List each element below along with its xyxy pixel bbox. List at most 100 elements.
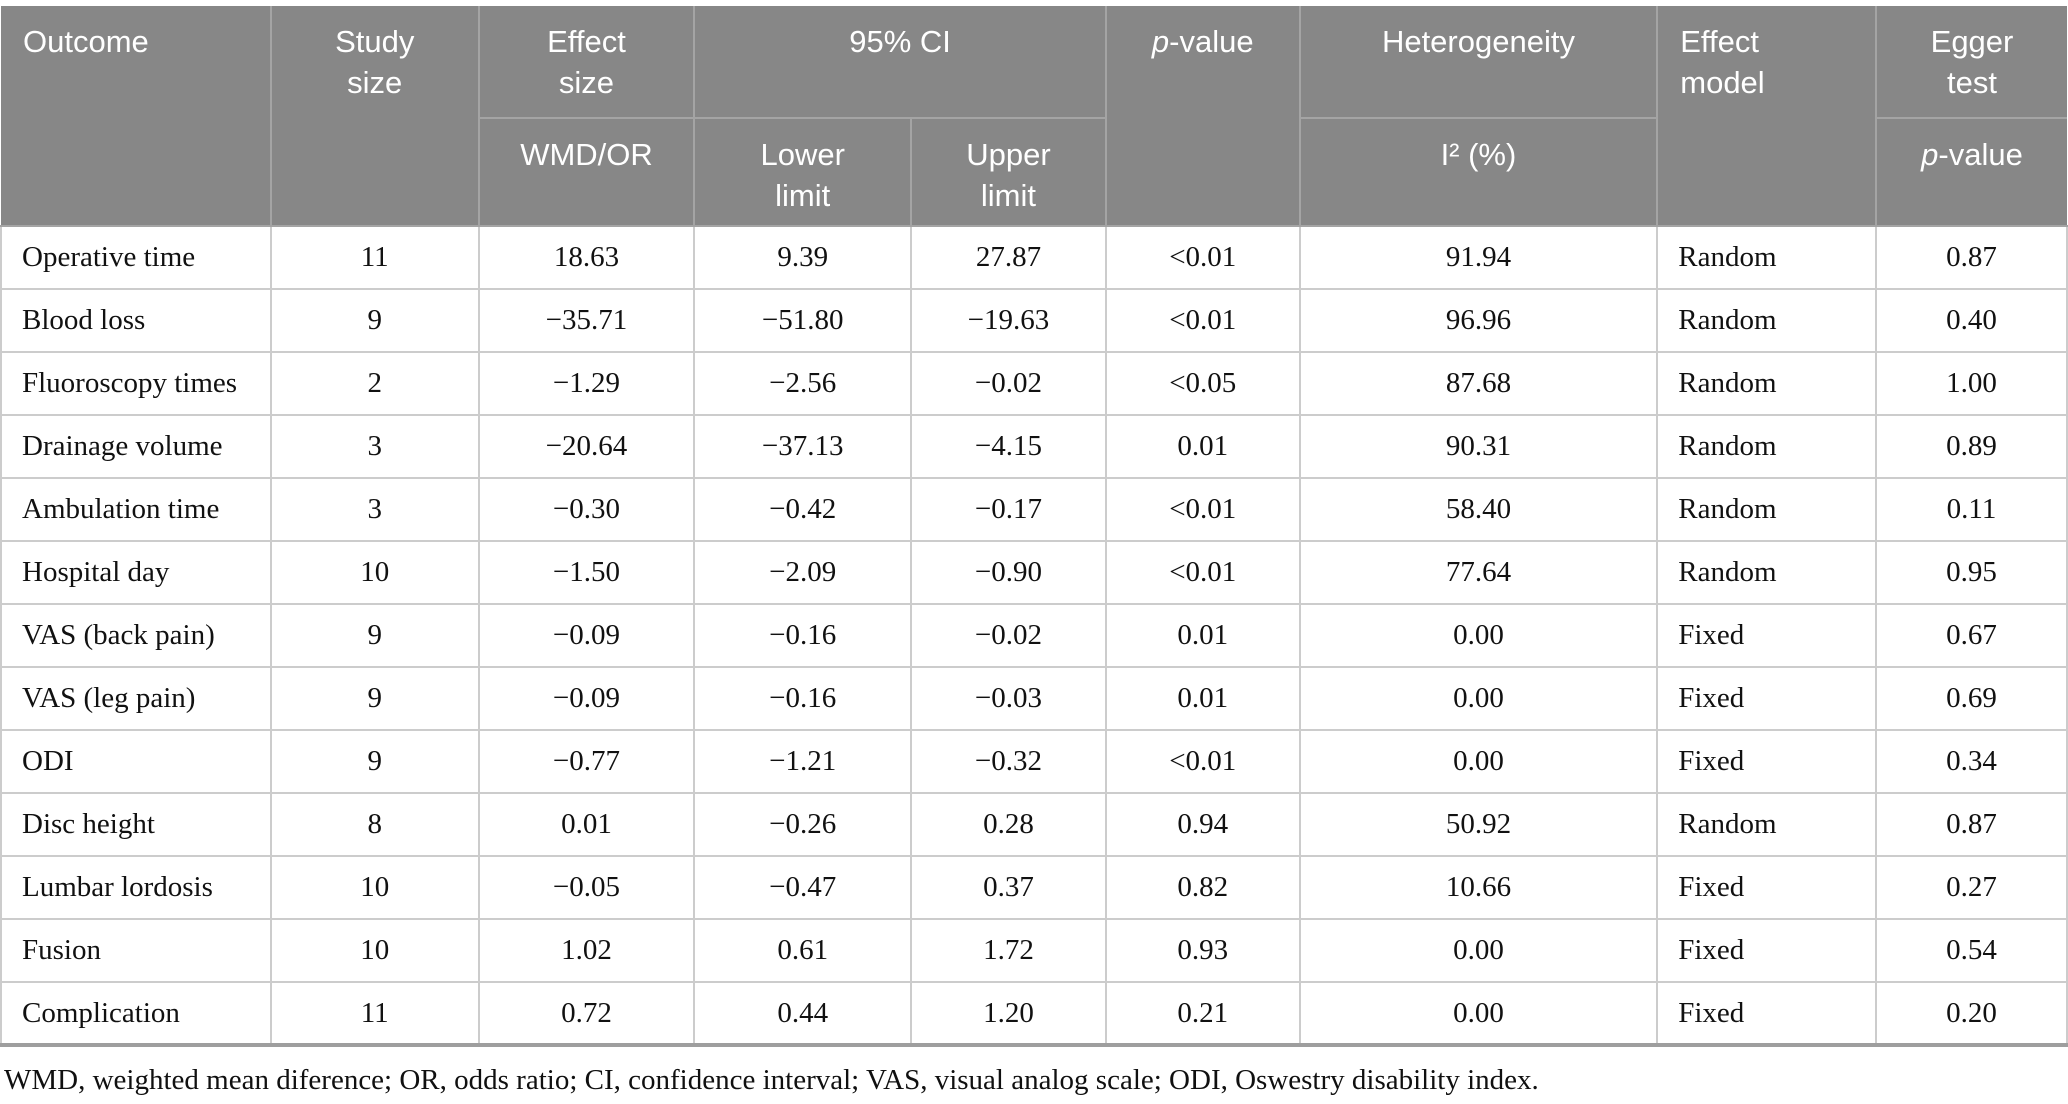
cell-lower-limit: −37.13 [693,414,913,479]
cell-outcome: ODI [0,729,272,794]
col-header-p-value: p-value [1104,6,1301,227]
cell-lower-limit: −0.42 [693,477,913,542]
cell-egger-p-value: 0.27 [1875,855,2068,920]
table-body: Operative time 11 18.63 9.39 27.87 <0.01… [0,225,2068,1047]
cell-wmd-or: 0.72 [477,981,696,1047]
cell-outcome: Drainage volume [0,414,272,479]
cell-upper-limit: −0.32 [910,729,1107,794]
cell-lower-limit: −1.21 [693,729,913,794]
table-footnote: WMD, weighted mean diference; OR, odds r… [4,1064,1539,1096]
cell-effect-model: Random [1656,414,1878,479]
cell-study-size: 10 [269,540,480,605]
cell-effect-model: Random [1656,288,1878,353]
cell-outcome: Blood loss [0,288,272,353]
cell-lower-limit: −2.56 [693,351,913,416]
table-row: Operative time 11 18.63 9.39 27.87 <0.01… [0,225,2068,290]
table-row: Hospital day 10 −1.50 −2.09 −0.90 <0.01 … [0,540,2068,605]
table-row: Blood loss 9 −35.71 −51.80 −19.63 <0.01 … [0,288,2068,353]
egger-p-rest: -value [1938,137,2023,172]
cell-p-value: <0.05 [1104,351,1301,416]
cell-wmd-or: −0.30 [477,477,696,542]
table-header: Outcome Study size Effect size 95% CI p-… [1,6,2067,227]
cell-wmd-or: −0.77 [477,729,696,794]
cell-study-size: 9 [269,666,480,731]
cell-i2-percent: 0.00 [1298,729,1659,794]
cell-effect-model: Random [1656,540,1878,605]
cell-study-size: 10 [269,918,480,983]
cell-effect-model: Random [1656,225,1878,290]
cell-upper-limit: −0.03 [910,666,1107,731]
cell-upper-limit: −0.02 [910,351,1107,416]
cell-egger-p-value: 1.00 [1875,351,2068,416]
table-row: Lumbar lordosis 10 −0.05 −0.47 0.37 0.82… [0,855,2068,920]
cell-study-size: 8 [269,792,480,857]
cell-i2-percent: 96.96 [1298,288,1659,353]
cell-p-value: 0.01 [1104,414,1301,479]
cell-upper-limit: 0.37 [910,855,1107,920]
cell-i2-percent: 50.92 [1298,792,1659,857]
egger-p-italic-p: p [1921,137,1939,172]
cell-wmd-or: −1.29 [477,351,696,416]
cell-lower-limit: −51.80 [693,288,913,353]
table-row: Fluoroscopy times 2 −1.29 −2.56 −0.02 <0… [0,351,2068,416]
cell-egger-p-value: 0.89 [1875,414,2068,479]
cell-egger-p-value: 0.67 [1875,603,2068,668]
cell-upper-limit: −0.90 [910,540,1107,605]
cell-outcome: Ambulation time [0,477,272,542]
cell-egger-p-value: 0.87 [1875,792,2068,857]
cell-upper-limit: −4.15 [910,414,1107,479]
cell-wmd-or: −0.09 [477,666,696,731]
cell-i2-percent: 90.31 [1298,414,1659,479]
cell-study-size: 2 [269,351,480,416]
cell-wmd-or: −20.64 [477,414,696,479]
cell-lower-limit: −0.26 [693,792,913,857]
cell-egger-p-value: 0.69 [1875,666,2068,731]
cell-effect-model: Fixed [1656,855,1878,920]
table-row: Complication 11 0.72 0.44 1.20 0.21 0.00… [0,981,2068,1047]
cell-effect-model: Random [1656,351,1878,416]
cell-egger-p-value: 0.20 [1875,981,2068,1047]
cell-p-value: <0.01 [1104,477,1301,542]
col-subheader-egger-p-value: p-value [1875,117,2067,227]
col-header-study-size: Study size [269,6,480,227]
cell-lower-limit: −0.16 [693,666,913,731]
cell-i2-percent: 10.66 [1298,855,1659,920]
col-header-effect-size: Effect size [477,6,696,119]
cell-upper-limit: −0.17 [910,477,1107,542]
cell-p-value: 0.93 [1104,918,1301,983]
meta-analysis-results-table: Outcome Study size Effect size 95% CI p-… [0,6,2068,1047]
col-header-egger-test: Egger test [1875,6,2067,119]
table-row: VAS (back pain) 9 −0.09 −0.16 −0.02 0.01… [0,603,2068,668]
cell-wmd-or: −0.05 [477,855,696,920]
table-row: Drainage volume 3 −20.64 −37.13 −4.15 0.… [0,414,2068,479]
cell-egger-p-value: 0.40 [1875,288,2068,353]
cell-p-value: <0.01 [1104,729,1301,794]
cell-upper-limit: 1.20 [910,981,1107,1047]
cell-egger-p-value: 0.11 [1875,477,2068,542]
cell-wmd-or: −35.71 [477,288,696,353]
table-row: Disc height 8 0.01 −0.26 0.28 0.94 50.92… [0,792,2068,857]
cell-study-size: 10 [269,855,480,920]
cell-effect-model: Random [1656,477,1878,542]
cell-lower-limit: 0.61 [693,918,913,983]
cell-upper-limit: 1.72 [910,918,1107,983]
cell-p-value: <0.01 [1104,288,1301,353]
p-value-rest: -value [1169,24,1254,59]
cell-i2-percent: 91.94 [1298,225,1659,290]
table-row: Fusion 10 1.02 0.61 1.72 0.93 0.00 Fixed… [0,918,2068,983]
cell-effect-model: Fixed [1656,729,1878,794]
cell-i2-percent: 0.00 [1298,981,1659,1047]
cell-study-size: 9 [269,603,480,668]
cell-effect-model: Fixed [1656,603,1878,668]
cell-study-size: 3 [269,414,480,479]
cell-lower-limit: −2.09 [693,540,913,605]
table-row: ODI 9 −0.77 −1.21 −0.32 <0.01 0.00 Fixed… [0,729,2068,794]
cell-i2-percent: 77.64 [1298,540,1659,605]
cell-egger-p-value: 0.34 [1875,729,2068,794]
cell-i2-percent: 0.00 [1298,603,1659,668]
cell-p-value: 0.01 [1104,666,1301,731]
cell-outcome: Hospital day [0,540,272,605]
cell-study-size: 11 [269,225,480,290]
cell-wmd-or: 18.63 [477,225,696,290]
